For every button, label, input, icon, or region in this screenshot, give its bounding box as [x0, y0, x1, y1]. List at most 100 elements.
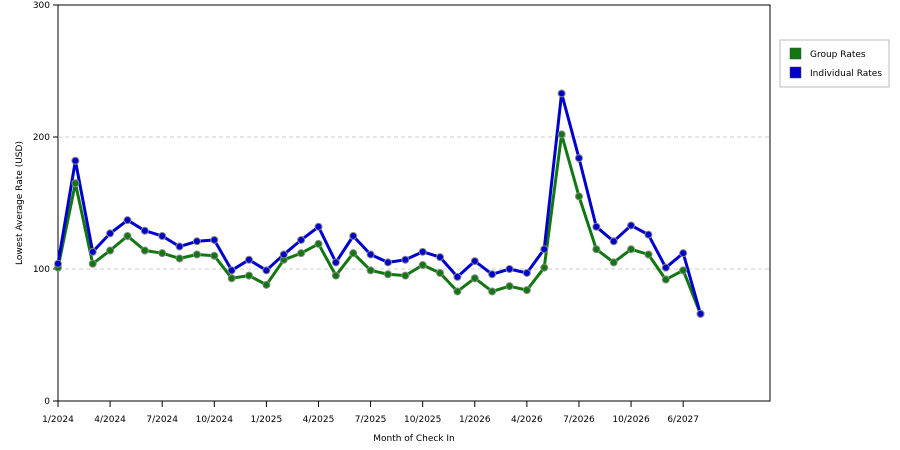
data-point [106, 229, 115, 238]
data-point [227, 266, 236, 275]
data-point [158, 249, 167, 258]
x-tick-label: 1/2026 [459, 415, 491, 425]
data-point [366, 266, 375, 275]
data-point [331, 258, 340, 267]
data-point [54, 259, 62, 268]
legend-label: Individual Rates [810, 69, 882, 79]
data-point [661, 263, 670, 272]
data-point [627, 221, 636, 230]
x-tick-label: 10/2026 [612, 415, 650, 425]
data-point [123, 216, 132, 225]
data-point [366, 250, 375, 259]
data-point [436, 268, 445, 277]
data-point [140, 226, 149, 235]
data-point [557, 130, 566, 139]
data-point [383, 258, 392, 267]
data-point [401, 271, 410, 280]
data-point [245, 271, 254, 280]
data-point [557, 89, 566, 98]
data-point [210, 251, 219, 260]
data-point [401, 255, 410, 264]
data-point [245, 255, 254, 264]
data-point [522, 286, 531, 295]
data-point [470, 257, 479, 266]
data-point [175, 254, 184, 263]
data-point [227, 274, 236, 283]
data-point [505, 265, 514, 273]
data-point [314, 239, 323, 248]
data-point [540, 263, 549, 272]
data-point [679, 249, 688, 258]
data-point [297, 235, 306, 244]
data-point [88, 247, 97, 256]
data-point [192, 250, 201, 259]
data-point [488, 287, 497, 296]
x-tick-label: 10/2024 [196, 415, 234, 425]
data-point [383, 270, 392, 279]
data-point [592, 245, 601, 254]
x-tick-label: 7/2026 [563, 415, 595, 425]
data-point [574, 192, 583, 201]
legend-swatch [789, 66, 802, 79]
data-point [106, 246, 115, 255]
data-point [627, 245, 636, 254]
data-point [696, 309, 705, 318]
data-point [123, 232, 132, 240]
data-point [71, 179, 80, 188]
data-point [644, 250, 653, 259]
y-axis-title: Lowest Average Rate (USD) [15, 141, 25, 265]
data-point [540, 245, 549, 254]
x-tick-label: 4/2024 [94, 415, 126, 425]
data-point [175, 242, 184, 251]
x-tick-label: 4/2025 [303, 415, 335, 425]
y-tick-label: 200 [33, 133, 50, 143]
x-tick-label: 1/2024 [42, 415, 74, 425]
data-point [453, 272, 462, 281]
data-point [349, 249, 358, 258]
data-point [488, 270, 497, 279]
y-axis: 0 100 200 300 [33, 1, 58, 407]
y-tick-label: 300 [33, 1, 50, 11]
data-point [71, 156, 80, 165]
plot-area [57, 4, 771, 402]
data-point [158, 232, 167, 240]
data-point [418, 261, 427, 270]
x-tick-label: 6/2027 [667, 415, 699, 425]
data-point [661, 275, 670, 284]
data-point [88, 259, 97, 268]
x-tick-label: 7/2025 [355, 415, 387, 425]
data-point [522, 268, 531, 277]
x-axis-title: Month of Check In [373, 434, 455, 444]
data-point [436, 253, 445, 262]
data-point [210, 235, 219, 244]
data-point [592, 222, 601, 231]
data-point [679, 266, 688, 275]
data-point [262, 266, 271, 275]
data-point [609, 237, 618, 246]
data-point [349, 232, 358, 240]
data-point [314, 222, 323, 231]
y-tick-label: 100 [33, 265, 50, 275]
data-point [279, 250, 288, 259]
x-axis: 1/2024 4/2024 7/2024 10/2024 1/2025 4/2025 7/2… [42, 401, 699, 425]
x-tick-label: 10/2025 [404, 415, 441, 425]
data-point [297, 249, 306, 258]
legend-label: Group Rates [810, 50, 866, 60]
data-point [140, 246, 149, 255]
data-point [192, 237, 201, 246]
legend: Group Rates Individual Rates [779, 39, 890, 88]
data-point [418, 247, 427, 256]
data-point [644, 230, 653, 239]
x-tick-label: 4/2026 [511, 415, 543, 425]
data-point [331, 271, 340, 280]
x-tick-label: 1/2025 [251, 415, 283, 425]
series-group [54, 89, 705, 318]
legend-box [779, 39, 890, 88]
legend-swatch [789, 47, 802, 60]
data-point [262, 280, 271, 289]
data-point [470, 274, 479, 283]
data-point [574, 154, 583, 163]
data-point [609, 258, 618, 267]
data-point [505, 282, 514, 291]
